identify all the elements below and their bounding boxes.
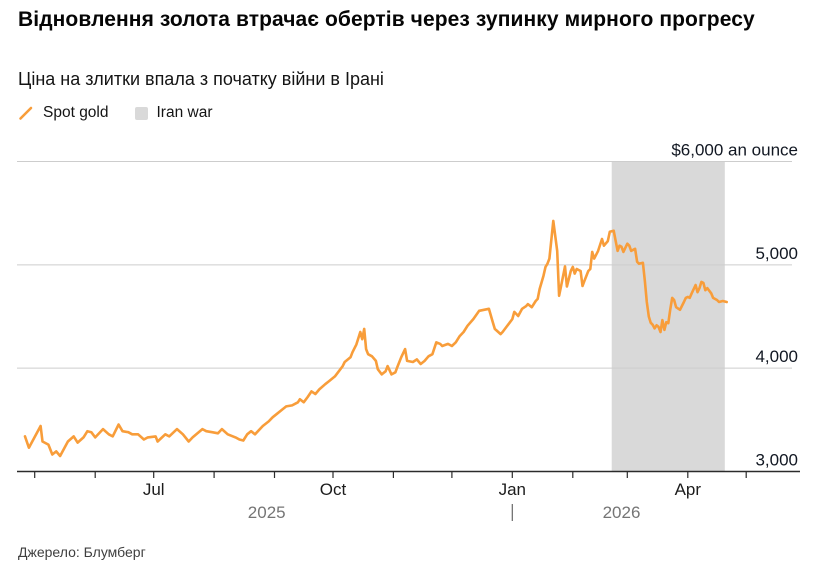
- x-year-label: 2025: [248, 503, 286, 522]
- legend-label-iran-war: Iran war: [156, 104, 213, 121]
- y-axis-label: 3,000: [755, 451, 798, 470]
- y-axis-label: 4,000: [755, 347, 798, 366]
- x-month-label: Oct: [320, 480, 347, 499]
- legend-label-spot-gold: Spot gold: [43, 104, 109, 121]
- band-swatch-icon: [134, 106, 148, 120]
- line-swatch-icon: [19, 106, 33, 120]
- y-axis-label: 5,000: [755, 244, 798, 263]
- x-month-label: Jul: [143, 480, 165, 499]
- page-title: Відновлення золота втрачає обертів через…: [18, 8, 755, 31]
- x-month-label: Jan: [499, 480, 526, 499]
- y-axis-label: $6,000 an ounce: [671, 141, 798, 160]
- chart-legend: Spot gold Iran war: [18, 104, 213, 122]
- spot-gold-line: [23, 219, 729, 458]
- source-note: Джерело: Блумберг: [18, 544, 146, 560]
- legend-item-iran-war: Iran war: [134, 104, 213, 122]
- legend-item-spot-gold: Spot gold: [18, 104, 109, 122]
- x-month-label: Apr: [675, 480, 702, 499]
- chart-subtitle: Ціна на злитки впала з початку війни в І…: [18, 69, 384, 89]
- x-year-label: 2026: [603, 503, 641, 522]
